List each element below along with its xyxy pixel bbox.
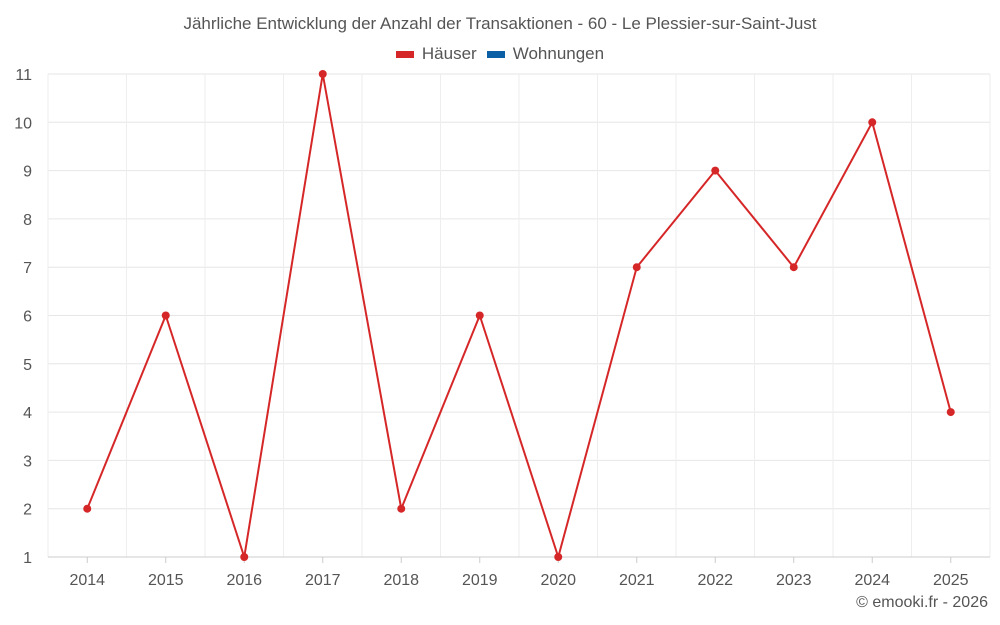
legend: Häuser Wohnungen xyxy=(0,44,1000,64)
chart-title: Jährliche Entwicklung der Anzahl der Tra… xyxy=(183,14,817,33)
data-point xyxy=(632,263,641,272)
copyright-text: © emooki.fr - 2026 xyxy=(856,594,988,611)
x-tick-label: 2016 xyxy=(226,572,262,589)
legend-swatch-wohnungen xyxy=(486,50,505,58)
x-tick-label: 2023 xyxy=(776,572,812,589)
y-tick-label: 6 xyxy=(23,309,32,326)
data-point xyxy=(868,118,877,127)
data-point xyxy=(554,553,563,561)
y-tick-label: 4 xyxy=(23,405,32,422)
legend-swatch-haeuser xyxy=(395,50,414,58)
legend-label-haeuser: Häuser xyxy=(421,44,477,63)
x-tick-label: 2018 xyxy=(383,572,419,589)
y-tick-label: 2 xyxy=(23,502,32,519)
data-point xyxy=(789,263,798,272)
y-tick-label: 11 xyxy=(15,67,32,84)
legend-label-wohnungen: Wohnungen xyxy=(512,44,605,63)
y-tick-label: 9 xyxy=(23,164,32,181)
x-tick-label: 2021 xyxy=(619,572,655,589)
x-tick-label: 2024 xyxy=(854,572,890,589)
data-point xyxy=(83,504,92,513)
x-tick-label: 2025 xyxy=(933,572,969,589)
data-point xyxy=(711,166,720,175)
x-tick-label: 2022 xyxy=(697,572,733,589)
data-point xyxy=(240,553,249,561)
legend-item-wohnungen[interactable]: Wohnungen xyxy=(486,44,605,64)
y-tick-label: 7 xyxy=(23,260,32,277)
legend-item-haeuser[interactable]: Häuser xyxy=(395,44,477,64)
y-tick-label: 5 xyxy=(23,357,32,374)
x-tick-label: 2014 xyxy=(69,572,105,589)
data-point xyxy=(397,504,406,513)
y-tick-label: 3 xyxy=(23,453,32,470)
data-point xyxy=(161,311,170,320)
data-point xyxy=(475,311,484,320)
series-line-häuser xyxy=(86,73,952,558)
x-tick-label: 2020 xyxy=(540,572,576,589)
x-tick-label: 2019 xyxy=(462,572,498,589)
y-tick-label: 1 xyxy=(23,550,32,567)
data-point xyxy=(318,70,327,78)
x-tick-label: 2017 xyxy=(305,572,341,589)
y-tick-label: 10 xyxy=(14,115,32,132)
y-tick-label: 8 xyxy=(23,212,32,229)
x-tick-label: 2015 xyxy=(148,572,184,589)
data-point xyxy=(946,408,955,417)
